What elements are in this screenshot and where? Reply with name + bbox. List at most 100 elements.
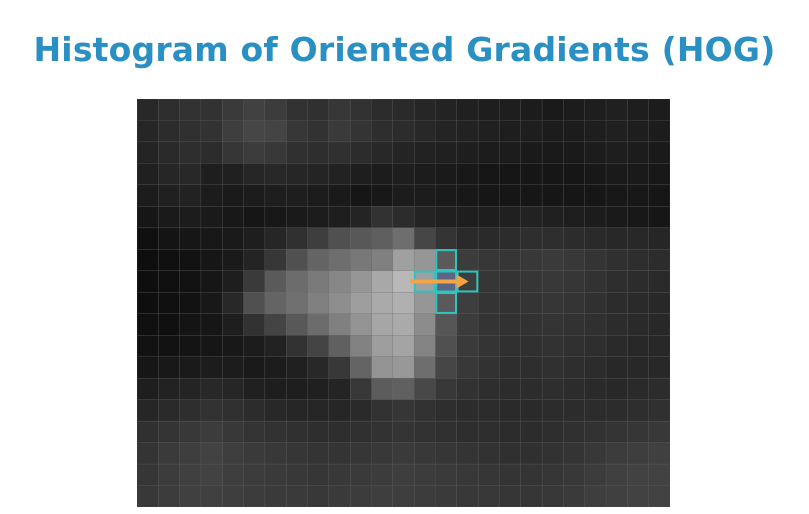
pixel-cell bbox=[435, 377, 458, 400]
pixel-cell bbox=[200, 163, 223, 186]
pixel-cell bbox=[158, 485, 180, 507]
pixel-cell bbox=[222, 292, 244, 314]
pixel-cell bbox=[648, 227, 670, 250]
pixel-cell bbox=[179, 463, 202, 486]
pixel-cell bbox=[243, 227, 266, 250]
pixel-cell bbox=[158, 184, 180, 207]
pixel-cell bbox=[328, 335, 351, 357]
pixel-cell bbox=[222, 270, 244, 293]
pixel-cell bbox=[541, 335, 564, 357]
pixel-cell bbox=[584, 377, 607, 400]
pixel-cell bbox=[179, 292, 202, 314]
pixel-cell bbox=[605, 163, 628, 186]
pixel-cell bbox=[307, 99, 330, 121]
pixel-cell bbox=[563, 206, 585, 229]
pixel-cell bbox=[264, 120, 287, 143]
pixel-cell bbox=[137, 399, 159, 422]
pixel-cell bbox=[286, 270, 308, 293]
pixel-cell bbox=[627, 249, 649, 271]
pixel-cell bbox=[499, 292, 521, 314]
pixel-cell bbox=[222, 356, 244, 379]
pixel-cell bbox=[243, 163, 266, 186]
pixel-cell bbox=[520, 377, 543, 400]
pixel-cell bbox=[648, 399, 670, 422]
pixel-cell bbox=[264, 227, 287, 250]
pixel-cell bbox=[222, 463, 244, 486]
pixel-cell bbox=[286, 377, 308, 400]
pixel-cell bbox=[584, 141, 607, 164]
pixel-cell bbox=[222, 485, 244, 507]
pixel-cell bbox=[413, 120, 436, 143]
pixel-cell bbox=[392, 99, 415, 121]
pixel-cell bbox=[286, 442, 308, 465]
pixel-cell bbox=[627, 184, 649, 207]
pixel-cell bbox=[499, 356, 521, 379]
pixel-cell bbox=[413, 399, 436, 422]
pixel-cell bbox=[584, 120, 607, 143]
pixel-cell bbox=[286, 356, 308, 379]
pixel-cell bbox=[243, 335, 266, 357]
pixel-cell bbox=[349, 356, 372, 379]
pixel-cell bbox=[264, 356, 287, 379]
gradient-arrow-head bbox=[456, 274, 469, 289]
pixel-cell bbox=[563, 442, 585, 465]
pixel-cell bbox=[648, 485, 670, 507]
pixel-cell bbox=[328, 420, 351, 443]
pixel-cell bbox=[264, 335, 287, 357]
pixel-cell bbox=[243, 313, 266, 336]
pixel-cell bbox=[605, 377, 628, 400]
pixel-cell bbox=[413, 485, 436, 507]
pixel-cell bbox=[477, 120, 500, 143]
pixel-cell bbox=[349, 227, 372, 250]
pixel-cell bbox=[477, 141, 500, 164]
pixel-cell bbox=[158, 163, 180, 186]
pixel-cell bbox=[286, 399, 308, 422]
pixel-cell bbox=[605, 442, 628, 465]
pixel-cell bbox=[605, 420, 628, 443]
pixel-cell bbox=[307, 442, 330, 465]
pixel-cell bbox=[648, 356, 670, 379]
pixel-cell bbox=[392, 463, 415, 486]
pixel-cell bbox=[456, 399, 479, 422]
pixel-cell bbox=[222, 120, 244, 143]
pixel-grid-image bbox=[137, 99, 670, 507]
pixel-cell bbox=[307, 184, 330, 207]
pixel-cell bbox=[349, 270, 372, 293]
pixel-cell bbox=[627, 99, 649, 121]
pixel-cell bbox=[605, 356, 628, 379]
pixel-cell bbox=[264, 141, 287, 164]
pixel-cell bbox=[371, 163, 394, 186]
pixel-cell bbox=[371, 420, 394, 443]
pixel-cell bbox=[392, 335, 415, 357]
pixel-cell bbox=[499, 420, 521, 443]
pixel-cell bbox=[349, 206, 372, 229]
pixel-cell bbox=[179, 99, 202, 121]
pixel-cell bbox=[541, 399, 564, 422]
pixel-cell bbox=[605, 120, 628, 143]
pixel-cell bbox=[435, 335, 458, 357]
pixel-cell bbox=[627, 163, 649, 186]
pixel-cell bbox=[541, 313, 564, 336]
pixel-cell bbox=[605, 292, 628, 314]
pixel-cell bbox=[563, 377, 585, 400]
pixel-cell bbox=[349, 420, 372, 443]
pixel-cell bbox=[456, 356, 479, 379]
pixel-cell bbox=[499, 399, 521, 422]
pixel-cell bbox=[264, 292, 287, 314]
pixel-cell bbox=[435, 249, 458, 271]
pixel-cell bbox=[584, 206, 607, 229]
pixel-cell bbox=[477, 356, 500, 379]
pixel-cell bbox=[179, 356, 202, 379]
pixel-cell bbox=[605, 184, 628, 207]
pixel-cell bbox=[371, 99, 394, 121]
pixel-cell bbox=[413, 99, 436, 121]
pixel-cell bbox=[563, 356, 585, 379]
pixel-cell bbox=[499, 313, 521, 336]
pixel-cell bbox=[137, 141, 159, 164]
pixel-cell bbox=[137, 292, 159, 314]
pixel-cell bbox=[627, 335, 649, 357]
pixel-cell bbox=[520, 313, 543, 336]
pixel-cell bbox=[627, 420, 649, 443]
pixel-cell bbox=[648, 163, 670, 186]
pixel-cell bbox=[477, 249, 500, 271]
